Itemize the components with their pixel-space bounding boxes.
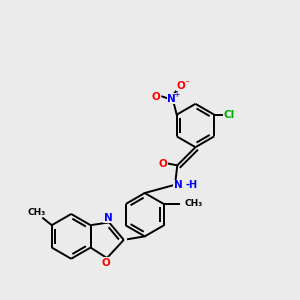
Text: N: N (174, 180, 183, 190)
Text: N: N (104, 213, 113, 223)
Text: CH₃: CH₃ (184, 199, 203, 208)
Text: -: - (185, 76, 189, 86)
Text: N: N (167, 94, 176, 104)
Text: -H: -H (185, 180, 197, 190)
Text: O: O (102, 258, 111, 268)
Text: +: + (173, 90, 179, 99)
Text: O: O (159, 159, 167, 169)
Text: O: O (152, 92, 161, 102)
Text: Cl: Cl (224, 110, 235, 120)
Text: CH₃: CH₃ (28, 208, 46, 217)
Text: O: O (177, 81, 186, 91)
